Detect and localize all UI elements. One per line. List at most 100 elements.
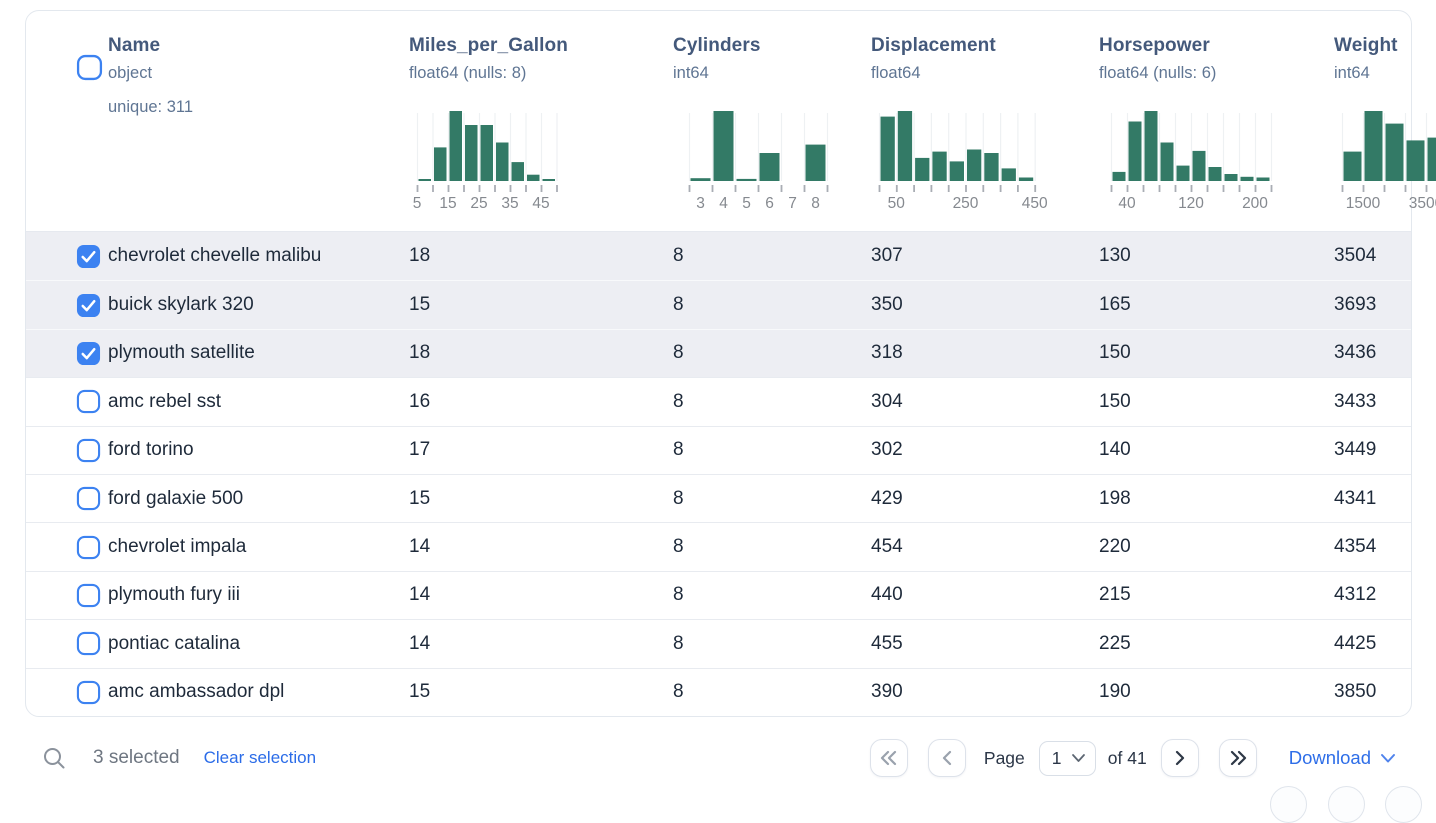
cell-miles_per_gallon: 18 [409, 232, 673, 280]
svg-text:1500: 1500 [1346, 195, 1381, 212]
selected-count-label: 3 selected [93, 747, 180, 769]
page-number-select[interactable]: 1 [1039, 741, 1096, 776]
cell-weight: 4341 [1334, 475, 1411, 522]
cell-miles_per_gallon: 15 [409, 669, 673, 716]
download-button[interactable]: Download [1289, 747, 1396, 769]
cell-horsepower: 165 [1099, 281, 1334, 328]
cell-name: amc ambassador dpl [108, 669, 409, 716]
cell-weight: 4425 [1334, 620, 1411, 667]
svg-text:8: 8 [811, 195, 820, 212]
cell-cylinders: 8 [673, 232, 871, 280]
cell-displacement: 350 [871, 281, 1099, 328]
cell-horsepower: 140 [1099, 427, 1334, 474]
cell-name: chevrolet chevelle malibu [108, 232, 409, 280]
column-title: Horsepower [1099, 35, 1334, 57]
cell-displacement: 302 [871, 427, 1099, 474]
svg-text:5: 5 [742, 195, 751, 212]
cell-cylinders: 8 [673, 572, 871, 619]
cell-weight: 3433 [1334, 378, 1411, 425]
svg-text:5: 5 [413, 195, 422, 212]
cell-name: amc rebel sst [108, 378, 409, 425]
histogram-weight: 15003500 [1342, 109, 1436, 211]
row-checkbox-cell [51, 427, 108, 474]
current-page-value: 1 [1052, 748, 1071, 769]
row-checkbox[interactable] [76, 438, 101, 463]
next-page-button[interactable] [1161, 739, 1199, 777]
last-page-button[interactable] [1219, 739, 1257, 777]
row-checkbox[interactable] [76, 244, 101, 269]
clear-selection-link[interactable]: Clear selection [204, 748, 316, 768]
row-checkbox[interactable] [76, 293, 101, 318]
cell-name: pontiac catalina [108, 620, 409, 667]
row-checkbox[interactable] [76, 583, 101, 608]
histogram-container: 15003500 [1342, 109, 1436, 211]
cell-name: buick skylark 320 [108, 281, 409, 328]
row-checkbox-cell [51, 523, 108, 570]
row-checkbox[interactable] [76, 486, 101, 511]
cell-horsepower: 190 [1099, 669, 1334, 716]
cell-cylinders: 8 [673, 330, 871, 377]
cell-weight: 3436 [1334, 330, 1411, 377]
cell-weight: 3504 [1334, 232, 1411, 280]
cell-cylinders: 8 [673, 281, 871, 328]
svg-text:4: 4 [719, 195, 728, 212]
cell-displacement: 440 [871, 572, 1099, 619]
column-header-weight[interactable]: Weightint6415003500 [1334, 11, 1436, 231]
footer-toolbar: 3 selected Clear selection Page 1 of 41 [0, 736, 1436, 780]
cell-displacement: 454 [871, 523, 1099, 570]
svg-text:120: 120 [1178, 195, 1204, 212]
cell-name: plymouth fury iii [108, 572, 409, 619]
row-checkbox[interactable] [76, 535, 101, 560]
cell-miles_per_gallon: 18 [409, 330, 673, 377]
select-all-checkbox[interactable] [76, 54, 103, 81]
first-page-button[interactable] [870, 739, 908, 777]
cell-miles_per_gallon: 15 [409, 281, 673, 328]
cell-miles_per_gallon: 15 [409, 475, 673, 522]
cell-horsepower: 150 [1099, 378, 1334, 425]
cell-miles_per_gallon: 14 [409, 523, 673, 570]
previous-page-button[interactable] [928, 739, 966, 777]
cell-horsepower: 130 [1099, 232, 1334, 280]
column-dtype: float64 (nulls: 8) [409, 64, 673, 83]
row-checkbox[interactable] [76, 680, 101, 705]
search-icon[interactable] [42, 746, 67, 771]
row-checkbox[interactable] [76, 631, 101, 656]
cell-name: chevrolet impala [108, 523, 409, 570]
column-dtype: float64 (nulls: 6) [1099, 64, 1334, 83]
svg-text:50: 50 [888, 195, 906, 212]
cell-cylinders: 8 [673, 427, 871, 474]
cell-miles_per_gallon: 16 [409, 378, 673, 425]
chevron-down-icon [1380, 753, 1396, 764]
cell-cylinders: 8 [673, 378, 871, 425]
row-checkbox[interactable] [76, 389, 101, 414]
pagination-controls: Page 1 of 41 Download [870, 739, 1396, 777]
column-dtype: int64 [1334, 64, 1436, 83]
cell-cylinders: 8 [673, 523, 871, 570]
row-checkbox-cell [51, 330, 108, 377]
svg-text:25: 25 [470, 195, 487, 212]
column-title: Name [108, 35, 409, 57]
column-dtype: object [108, 64, 409, 83]
cell-displacement: 429 [871, 475, 1099, 522]
row-checkbox[interactable] [76, 341, 101, 366]
chevron-down-icon [1071, 753, 1086, 763]
